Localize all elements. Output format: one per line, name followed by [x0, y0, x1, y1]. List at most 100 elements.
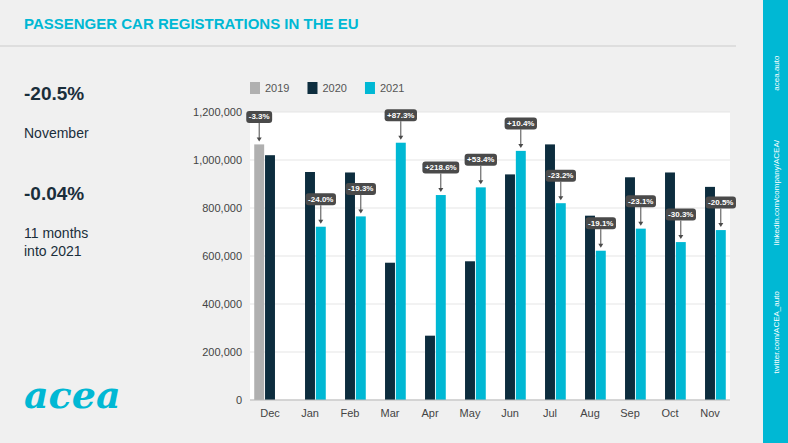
annotation-box — [666, 209, 696, 221]
annotation-arrow — [600, 229, 601, 246]
annotation: -23.1% — [626, 195, 656, 226]
annotation: -19.1% — [586, 217, 616, 248]
bar — [545, 144, 555, 400]
annotation: -20.5% — [706, 197, 736, 228]
bar — [265, 155, 275, 400]
annotation-box — [346, 183, 376, 195]
bar — [316, 227, 326, 400]
annotation-text: -20.5% — [708, 198, 733, 207]
annotation-text: -3.3% — [249, 112, 270, 121]
plot-area — [250, 112, 730, 400]
y-tick-label: 400,000 — [202, 298, 242, 310]
annotation: -3.3% — [246, 111, 272, 141]
legend-entry: 2019 — [265, 82, 289, 94]
sidebar-text: twitter.com/ACEA_auto — [772, 291, 781, 374]
annotation-arrow — [320, 205, 321, 222]
text-line: -0.04% — [24, 183, 84, 204]
bar — [385, 263, 395, 400]
annotation: +53.4% — [465, 154, 497, 185]
bar — [305, 172, 315, 400]
annotation: +10.4% — [505, 117, 537, 148]
annotation-box — [306, 193, 336, 205]
annotation-arrow — [360, 195, 361, 212]
bar — [585, 216, 595, 400]
bar — [254, 144, 264, 400]
annotation-box — [465, 154, 497, 166]
annotation-arrowhead — [718, 223, 723, 227]
x-tick-label: Feb — [341, 407, 360, 419]
stat-label: November — [24, 125, 89, 141]
annotation: -24.0% — [306, 193, 336, 224]
bar — [476, 187, 486, 400]
x-tick-label: Jun — [501, 407, 519, 419]
annotation-text: -19.3% — [348, 184, 373, 193]
annotation: -19.3% — [346, 183, 376, 214]
chart: PASSENGER CAR REGISTRATIONS IN THE EU -20… — [0, 0, 788, 443]
x-tick-label: Jan — [301, 407, 319, 419]
annotation-box — [385, 109, 417, 121]
bar — [465, 261, 475, 400]
y-tick-label: 800,000 — [202, 202, 242, 214]
annotation-arrowhead — [438, 188, 443, 192]
bar — [425, 336, 435, 400]
annotation-box — [505, 117, 537, 129]
annotation-arrow — [480, 166, 481, 183]
y-tick-label: 200,000 — [202, 346, 242, 358]
annotation-arrow — [400, 121, 401, 138]
sidebar — [763, 0, 788, 443]
y-tick-label: 0 — [236, 394, 242, 406]
annotation-arrow — [520, 129, 521, 146]
annotation-arrow — [560, 182, 561, 199]
annotation-arrowhead — [598, 244, 603, 248]
background — [0, 0, 788, 443]
bar — [516, 151, 526, 400]
annotation-text: -19.1% — [588, 219, 613, 228]
bar — [345, 172, 355, 400]
annotation-box — [706, 197, 736, 209]
y-tick-label: 600,000 — [202, 250, 242, 262]
title: PASSENGER CAR REGISTRATIONS IN THE EU — [24, 15, 358, 32]
x-tick-label: Apr — [421, 407, 438, 419]
legend-swatch — [307, 82, 317, 94]
text-line: 11 months — [24, 225, 88, 241]
grid-line — [250, 208, 730, 209]
annotation: -23.2% — [546, 170, 576, 201]
legend-entry: 2021 — [380, 82, 404, 94]
y-tick-label: 1,200,000 — [193, 106, 242, 118]
legend-swatch — [250, 82, 260, 94]
sidebar-text: linkedin.com/company/ACEA/ — [772, 139, 781, 245]
x-tick-label: Jul — [543, 407, 557, 419]
text-line: into 2021 — [24, 243, 82, 259]
annotation-arrowhead — [518, 144, 523, 148]
text-line: acea — [24, 372, 121, 417]
stat-label: 11 months into 2021 — [24, 225, 88, 259]
x-tick-label: Dec — [260, 407, 280, 419]
annotation-box — [586, 217, 616, 229]
legend-swatch — [365, 82, 375, 94]
annotation: +218.6% — [422, 162, 459, 193]
legend: 2019 2020 2021 — [250, 82, 404, 94]
annotation-text: +218.6% — [425, 163, 457, 172]
annotation-box — [626, 195, 656, 207]
legend-entry: 2020 — [322, 82, 346, 94]
annotation-arrowhead — [558, 196, 563, 200]
stat: -20.5% — [24, 83, 84, 104]
annotation-arrow — [680, 221, 681, 238]
annotation-box — [246, 111, 272, 123]
annotation-arrow — [720, 209, 721, 226]
annotation: -30.3% — [666, 209, 696, 240]
bar — [665, 172, 675, 400]
bars — [254, 143, 726, 400]
annotation-text: -24.0% — [308, 195, 333, 204]
annotation-arrowhead — [398, 136, 403, 140]
x-axis — [250, 400, 730, 401]
bar — [356, 216, 366, 400]
annotation-arrow — [259, 123, 260, 139]
x-tick-label: May — [460, 407, 481, 419]
annotation-text: +10.4% — [507, 119, 534, 128]
bar — [436, 195, 446, 400]
annotation-arrowhead — [318, 220, 323, 224]
annotation-box — [422, 162, 459, 174]
bar — [705, 187, 715, 400]
annotation-arrowhead — [478, 180, 483, 184]
